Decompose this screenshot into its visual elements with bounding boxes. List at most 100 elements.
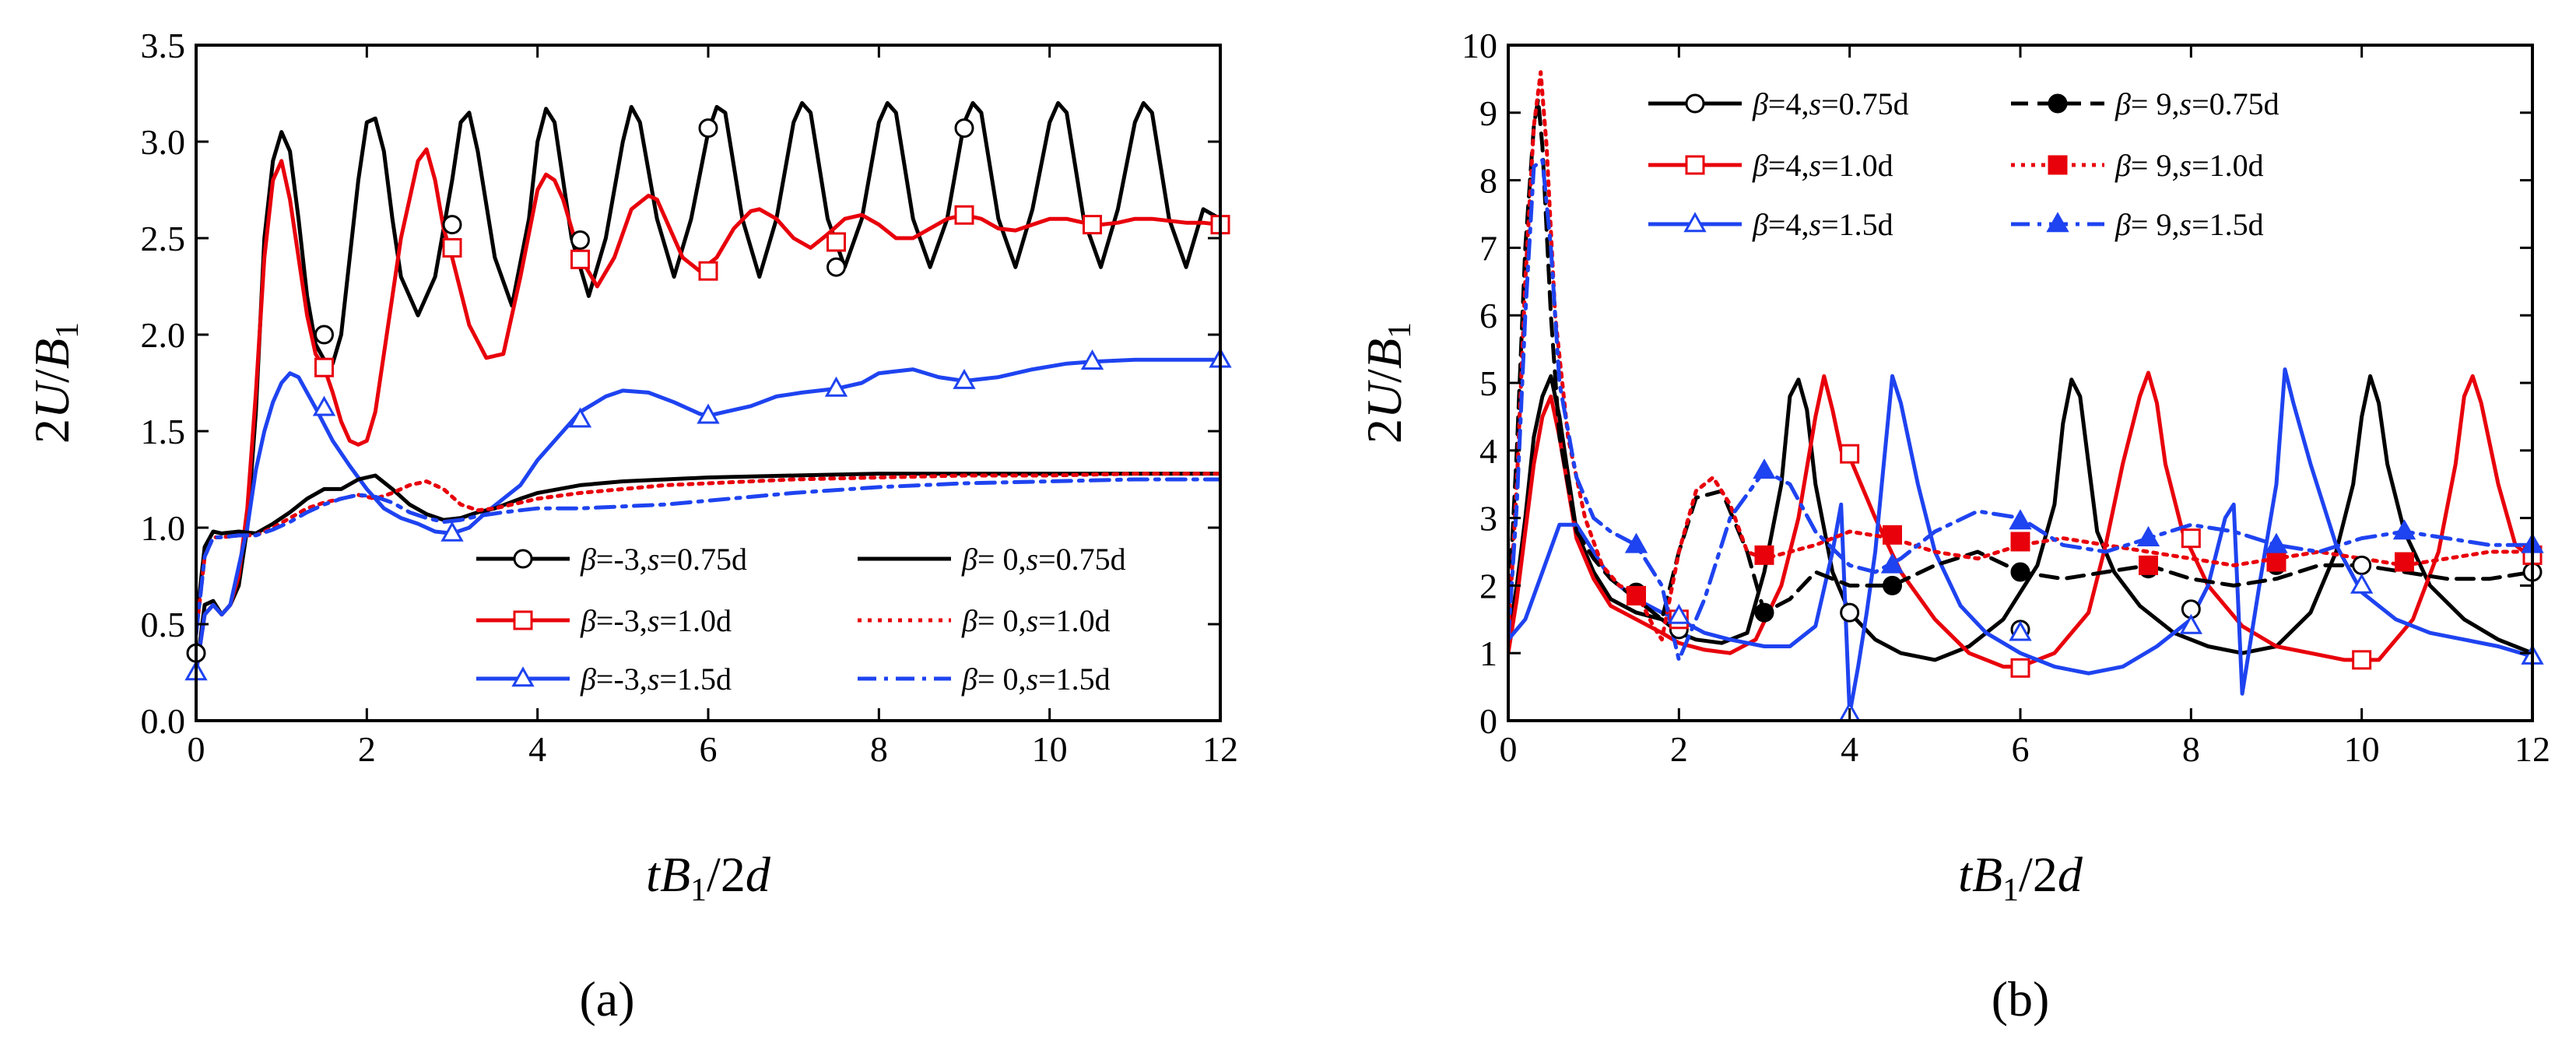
data-point-marker <box>1840 602 1860 623</box>
data-point-marker <box>2265 532 2288 553</box>
data-point-marker <box>954 118 974 139</box>
legend-marker <box>2048 155 2068 175</box>
data-point-marker <box>698 261 718 281</box>
y-tick-label: 1 <box>1479 634 1497 673</box>
legend-label: β= 0,s=0.75d <box>961 542 1126 577</box>
data-point-marker <box>2139 555 2158 575</box>
x-tick-label: 0 <box>188 729 205 769</box>
data-point-marker <box>568 407 592 428</box>
legend-label: β= 0,s=1.5d <box>961 662 1111 697</box>
data-point-marker <box>1883 575 1902 595</box>
x-tick-label: 4 <box>1841 729 1858 769</box>
series-line-4 <box>196 472 1220 627</box>
data-point-marker <box>1667 603 1691 624</box>
panel-b-label: (b) <box>1992 971 2050 1027</box>
panel-a-label: (a) <box>579 971 634 1027</box>
data-point-marker <box>2266 552 2286 572</box>
panel-b-y-axis-label: 2U/B1 <box>1356 322 1418 444</box>
legend-marker <box>2048 93 2068 114</box>
data-point-marker <box>1754 602 1774 623</box>
x-tick-label: 2 <box>358 729 376 769</box>
data-point-marker <box>2350 573 2374 594</box>
y-tick-label: 2 <box>1479 566 1497 605</box>
x-tick-label: 6 <box>2012 729 2030 769</box>
panel-a-x-axis-label: tB1/2d <box>646 847 771 908</box>
legend-label: β=4,s=1.0d <box>1752 148 1893 183</box>
y-tick-label: 1.0 <box>141 508 186 548</box>
y-tick-label: 2.5 <box>141 219 186 258</box>
y-tick-label: 3.0 <box>141 122 186 162</box>
data-point-marker <box>570 249 590 269</box>
legend-label: β=-3,s=0.75d <box>580 542 747 577</box>
data-point-marker <box>697 403 720 424</box>
series-line-3 <box>196 357 1220 675</box>
x-tick-label: 10 <box>2344 729 2380 769</box>
data-point-marker <box>1880 553 1904 574</box>
x-tick-label: 0 <box>1500 729 1518 769</box>
legend-label: β=4,s=0.75d <box>1752 86 1909 121</box>
legend-label: β=-3,s=1.0d <box>580 603 732 638</box>
data-point-marker <box>312 395 336 416</box>
data-point-marker <box>2009 620 2032 641</box>
series-line-4 <box>1508 97 2532 622</box>
data-point-marker <box>2136 525 2160 546</box>
y-tick-label: 5 <box>1479 363 1497 403</box>
x-tick-label: 6 <box>700 729 718 769</box>
series-line-2 <box>1508 370 2532 669</box>
legend-marker <box>1683 212 1707 233</box>
data-point-marker <box>826 232 846 252</box>
data-point-marker <box>1883 525 1902 545</box>
series-line-1 <box>1508 374 2532 662</box>
data-point-marker <box>1840 444 1860 464</box>
y-tick-label: 7 <box>1479 228 1497 268</box>
legend-marker <box>511 666 535 687</box>
y-tick-label: 0.0 <box>141 701 186 741</box>
data-point-marker <box>698 118 718 139</box>
x-tick-label: 10 <box>1032 729 1068 769</box>
legend-marker <box>1685 93 1705 114</box>
data-point-marker <box>2009 509 2032 530</box>
legend-marker <box>513 549 533 569</box>
data-point-marker <box>2395 552 2414 572</box>
legend-marker <box>2046 212 2069 233</box>
data-point-marker <box>314 325 334 345</box>
data-point-marker <box>824 376 848 397</box>
legend-label: β=-3,s=1.5d <box>580 662 732 697</box>
y-tick-label: 0.5 <box>141 605 186 644</box>
data-point-marker <box>442 237 462 258</box>
data-point-marker <box>2392 519 2416 540</box>
data-point-marker <box>2179 613 2203 634</box>
legend-label: β= 9,s=1.0d <box>2114 148 2264 183</box>
data-point-marker <box>954 205 974 225</box>
y-tick-label: 3.5 <box>141 26 186 65</box>
panel-a-legend: β=-3,s=0.75d β=-3,s=1.0d β=-3,s=1.5d β= 0,s… <box>476 542 1126 697</box>
data-point-marker <box>1624 532 1648 553</box>
panel-b-x-axis-label: tB1/2d <box>1958 847 2083 908</box>
legend-label: β= 9,s=0.75d <box>2114 86 2279 121</box>
data-point-marker <box>442 215 462 235</box>
data-point-marker <box>2010 658 2030 678</box>
data-point-marker <box>953 368 976 389</box>
x-tick-label: 12 <box>2515 729 2550 769</box>
series-line-5 <box>1508 70 2532 642</box>
data-point-marker <box>1754 545 1774 565</box>
data-point-marker <box>2010 532 2030 552</box>
y-tick-label: 10 <box>1462 26 1497 65</box>
data-point-marker <box>826 257 846 277</box>
x-tick-label: 4 <box>528 729 546 769</box>
y-tick-label: 0 <box>1479 701 1497 741</box>
legend-marker <box>1685 155 1705 175</box>
x-tick-label: 12 <box>1202 729 1238 769</box>
series-line-1 <box>196 100 1220 675</box>
x-tick-label: 8 <box>2182 729 2200 769</box>
data-point-marker <box>1083 215 1102 235</box>
data-point-marker <box>2181 528 2201 549</box>
legend-label: β= 0,s=1.0d <box>961 603 1111 638</box>
y-tick-label: 3 <box>1479 499 1497 539</box>
y-tick-label: 4 <box>1479 431 1497 471</box>
series-line-6 <box>196 477 1220 636</box>
panel-b-legend: β=4,s=0.75d β=4,s=1.0d β=4,s=1.5d β= 9,s=0.… <box>1648 86 2279 242</box>
legend-label: β=4,s=1.5d <box>1752 207 1893 242</box>
